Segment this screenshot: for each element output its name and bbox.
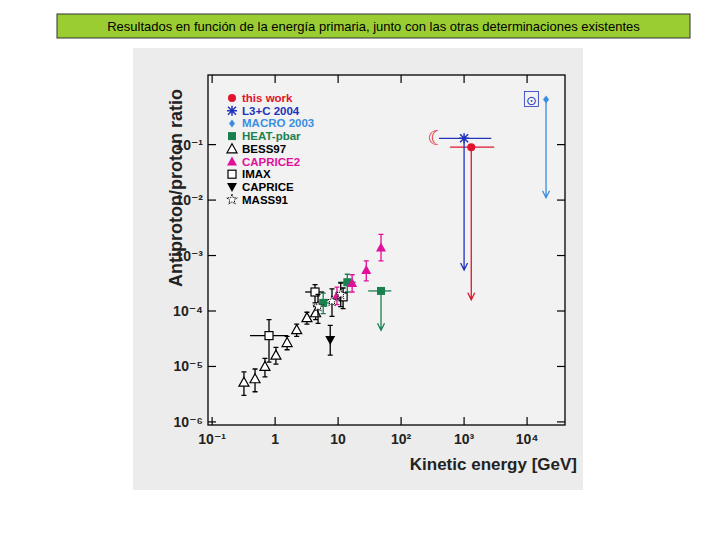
title-banner <box>57 14 690 38</box>
legend-label: CAPRICE <box>242 181 294 193</box>
legend-marker <box>228 170 236 178</box>
x-tick <box>526 417 527 425</box>
x-tick-label: 10⁴ <box>516 431 539 447</box>
data-point <box>239 377 249 386</box>
x-tick <box>338 417 339 425</box>
data-point <box>282 338 292 347</box>
data-point <box>265 332 273 340</box>
x-tick <box>463 75 464 83</box>
series <box>316 274 391 330</box>
error-bar <box>378 291 385 330</box>
chart-root: Resultados en función de la energía prim… <box>0 0 720 540</box>
legend-label: BESS97 <box>242 143 286 155</box>
y-tick <box>557 199 565 200</box>
legend-label: MACRO 2003 <box>242 117 314 129</box>
x-tick-label: 10² <box>391 431 412 447</box>
legend-label: MASS91 <box>242 194 289 206</box>
plot-frame <box>208 75 565 425</box>
annotation: ☾ <box>427 126 445 150</box>
x-tick <box>275 75 276 83</box>
y-tick <box>557 421 565 422</box>
legend-label: CAPRICE2 <box>242 156 300 168</box>
y-axis-label: Antiproton/proton ratio <box>166 89 186 287</box>
x-tick <box>212 417 213 425</box>
y-tick-label: 10⁻⁵ <box>173 358 203 374</box>
x-tick <box>338 75 339 83</box>
legend-marker <box>228 132 236 140</box>
data-point <box>543 96 549 104</box>
data-point <box>313 301 323 311</box>
y-tick <box>208 199 216 200</box>
legend-marker <box>227 144 237 153</box>
data-point <box>377 287 385 295</box>
y-tick <box>557 144 565 145</box>
x-tick <box>463 417 464 425</box>
series <box>250 285 347 363</box>
x-tick <box>275 417 276 425</box>
y-tick <box>557 366 565 367</box>
data-layer <box>239 96 550 396</box>
legend-marker <box>227 106 237 116</box>
y-tick <box>208 366 216 367</box>
series <box>313 283 346 323</box>
legend-label: L3+C 2004 <box>242 105 300 117</box>
legend-marker <box>227 194 237 204</box>
x-tick-label: 1 <box>271 431 279 447</box>
title: Resultados en función de la energía prim… <box>107 19 640 34</box>
x-tick <box>400 75 401 83</box>
data-point <box>271 350 281 359</box>
data-point <box>292 325 302 334</box>
annotation: ⊙ <box>526 93 537 108</box>
series <box>239 307 321 396</box>
annotation-box <box>524 92 538 107</box>
series <box>450 143 494 300</box>
series <box>325 325 335 355</box>
y-tick <box>208 144 216 145</box>
legend-marker <box>227 157 237 166</box>
x-axis-label: Kinetic energy [GeV] <box>410 455 577 474</box>
x-tick-label: 10³ <box>454 431 475 447</box>
data-point <box>347 278 357 287</box>
y-tick <box>557 310 565 311</box>
legend-marker <box>229 119 235 127</box>
error-bar <box>468 147 475 300</box>
figure-background <box>133 48 583 490</box>
data-point <box>335 289 345 299</box>
x-tick <box>526 75 527 83</box>
series <box>439 133 491 270</box>
y-tick-label: 10⁻⁴ <box>173 303 203 319</box>
error-bar <box>461 138 468 270</box>
legend: this workL3+C 2004MACRO 2003HEAT-pbarBES… <box>227 92 314 206</box>
data-point <box>260 361 270 370</box>
data-point <box>467 143 475 151</box>
error-bar <box>543 100 550 198</box>
y-tick <box>208 255 216 256</box>
data-point <box>327 296 337 306</box>
data-point <box>250 374 260 383</box>
x-tick-label: 10⁻¹ <box>198 431 226 447</box>
legend-label: HEAT-pbar <box>242 130 301 142</box>
x-tick <box>212 75 213 83</box>
x-tick <box>400 417 401 425</box>
y-tick <box>208 310 216 311</box>
plot-area <box>208 75 565 425</box>
data-point <box>361 265 371 274</box>
legend-label: IMAX <box>242 168 271 180</box>
y-tick <box>208 421 216 422</box>
legend-marker <box>228 94 236 102</box>
data-point <box>376 242 386 251</box>
data-point <box>459 133 469 143</box>
x-tick-label: 10 <box>330 431 346 447</box>
series <box>332 234 386 304</box>
legend-marker <box>227 183 237 192</box>
error-bar <box>267 320 272 362</box>
y-tick-label: 10⁻⁶ <box>174 414 203 430</box>
series <box>543 96 550 198</box>
legend-label: this work <box>242 92 293 104</box>
data-point <box>325 336 335 345</box>
y-tick <box>557 255 565 256</box>
